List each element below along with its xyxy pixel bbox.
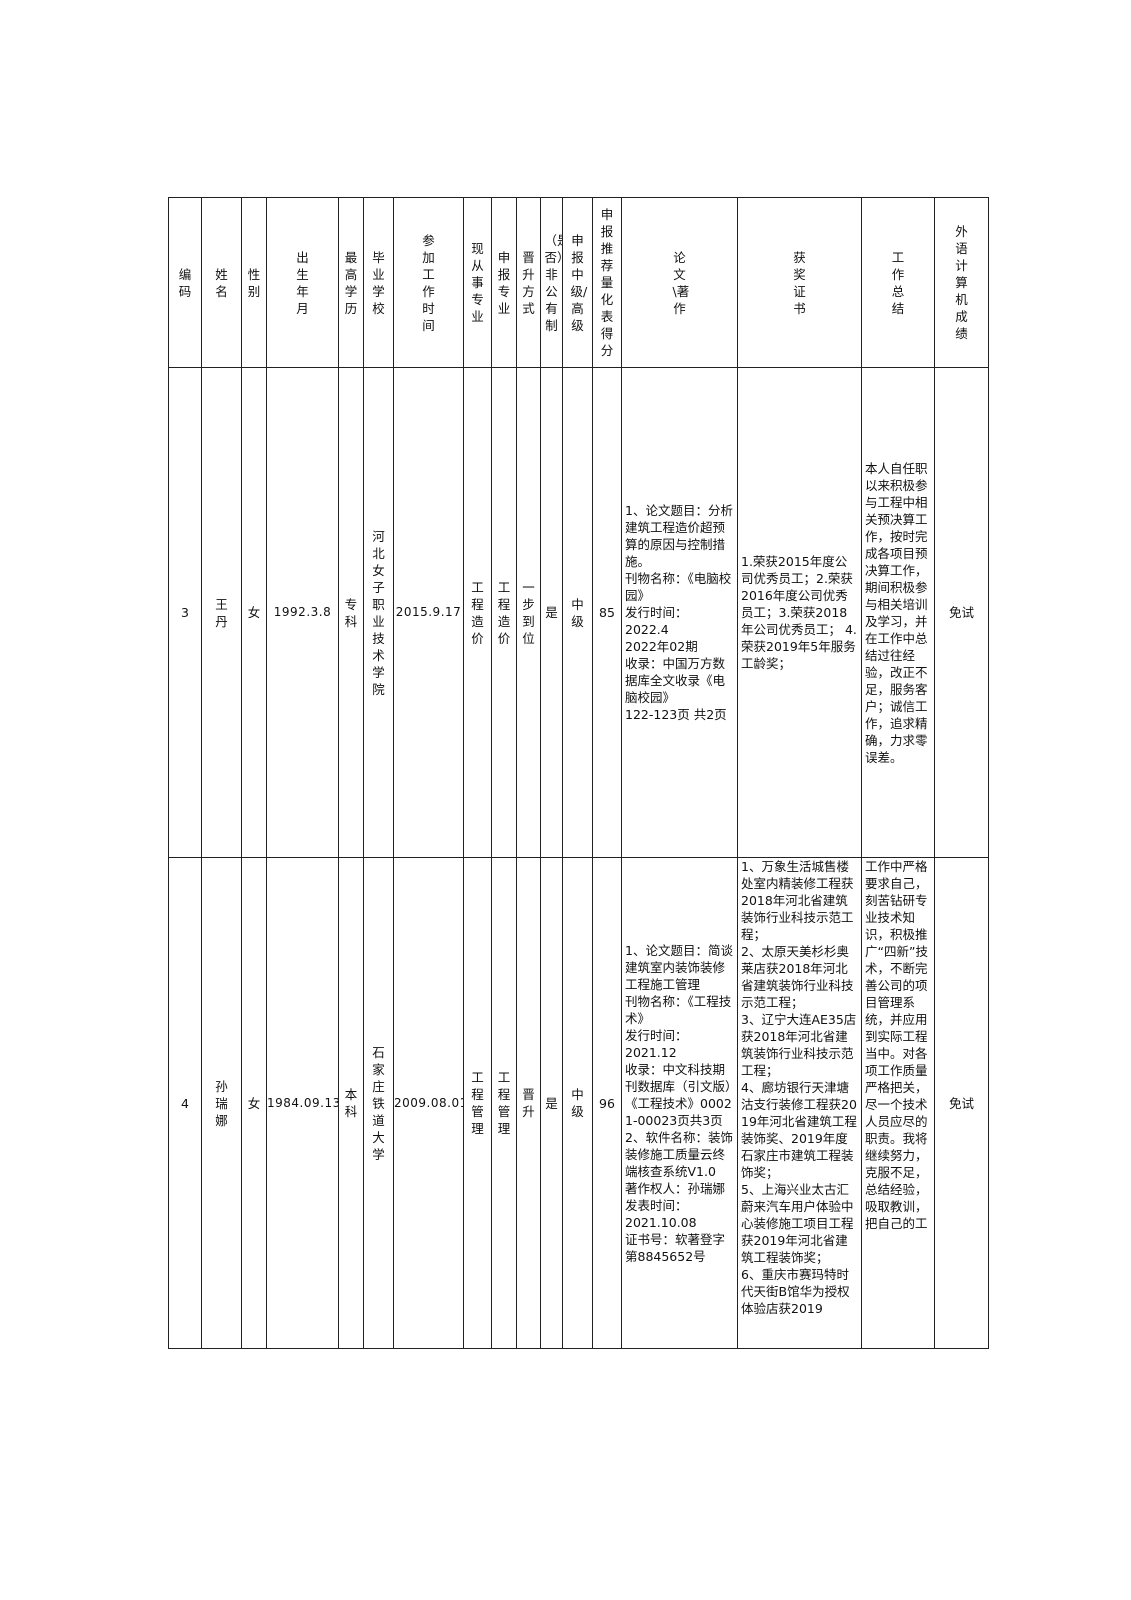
- level-text: 中级: [571, 596, 584, 629]
- level-text: 中级: [571, 1087, 584, 1119]
- education-text: 专科: [344, 596, 358, 629]
- header-label: 参加工作时间: [422, 232, 435, 333]
- header-label: 外语计算机成绩: [955, 224, 968, 341]
- table-row: 3 王丹 女 1992.3.8 专科 河北女子职业技术学院 2015.9.17 …: [168, 367, 989, 858]
- name-cell: 孙瑞娜: [201, 857, 242, 1349]
- summary-cell: 工作中严格要求自己，刻苦钻研专业技术知识，积极推广“四新”技术，不断完善公司的项…: [861, 857, 935, 1349]
- header-cell: 毕业学校: [363, 197, 394, 368]
- header-label: 晋升方式: [522, 249, 535, 316]
- apply-major-text: 工程造价: [497, 579, 511, 646]
- header-label: 工作总结: [891, 249, 905, 316]
- papers-cell: 1、论文题目：简谈建筑室内装饰装修工程施工管理 刊物名称：《工程技术》 发行时间…: [621, 857, 738, 1349]
- gender-cell: 女: [241, 857, 267, 1349]
- header-label: 申报推荐量化表得分: [600, 207, 614, 358]
- awards-cell: 1、万象生活城售楼处室内精装修工程获2018年河北省建筑装饰行业科技示范工程； …: [737, 857, 862, 1349]
- id-cell: 3: [168, 367, 202, 858]
- header-cell: 晋升方式: [516, 197, 541, 368]
- header-cell: 出生年月: [266, 197, 339, 368]
- score-cell: 96: [592, 857, 622, 1349]
- school-cell: 河北女子职业技术学院: [363, 367, 394, 858]
- name-cell: 王丹: [201, 367, 242, 858]
- header-label: 论文\著作: [672, 249, 690, 316]
- header-label: 申报专业: [497, 249, 511, 316]
- summary-cell: 本人自任职以来积极参与工程中相关预决算工作，按时完成各项目预决算工作，期间积极参…: [861, 367, 935, 858]
- current-major-cell: 工程造价: [463, 367, 492, 858]
- school-text: 河北女子职业技术学院: [372, 528, 385, 697]
- table-header-row: 编码 姓名 性别 出生年月 最高学历 毕业学校 参加工作时间 现从事专业 申报专…: [168, 197, 989, 368]
- name-text: 王丹: [215, 596, 228, 629]
- current-major-text: 工程管理: [471, 1070, 484, 1136]
- education-cell: 本科: [338, 857, 364, 1349]
- promotion-cell: 晋升: [516, 857, 541, 1349]
- education-cell: 专科: [338, 367, 364, 858]
- promotion-text: 晋升: [522, 1087, 535, 1119]
- education-text: 本科: [344, 1087, 358, 1119]
- current-major-text: 工程造价: [471, 579, 484, 646]
- summary-text: 工作中严格要求自己，刻苦钻研专业技术知识，积极推广“四新”技术，不断完善公司的项…: [865, 859, 928, 1231]
- level-cell: 中级: [562, 367, 593, 858]
- papers-text: 1、论文题目：简谈建筑室内装饰装修工程施工管理 刊物名称：《工程技术》 发行时间…: [625, 942, 733, 1264]
- header-cell: 工作总结: [861, 197, 935, 368]
- header-cell: 外语计算机成绩: [934, 197, 989, 368]
- birth-cell: 1992.3.8: [266, 367, 339, 858]
- header-label: 毕业学校: [372, 249, 385, 316]
- header-label: 编码: [178, 266, 192, 299]
- apply-major-text: 工程管理: [497, 1070, 511, 1136]
- header-label: 申报中级/高级: [570, 232, 588, 333]
- apply-major-cell: 工程造价: [491, 367, 517, 858]
- gender-cell: 女: [241, 367, 267, 858]
- school-cell: 石家庄铁道大学: [363, 857, 394, 1349]
- header-cell: 获奖证书: [737, 197, 862, 368]
- work-start-cell: 2009.08.01: [393, 857, 464, 1349]
- header-cell: 参加工作时间: [393, 197, 464, 368]
- header-label: 获奖证书: [793, 249, 806, 316]
- header-cell: 编码: [168, 197, 202, 368]
- personnel-table: 编码 姓名 性别 出生年月 最高学历 毕业学校 参加工作时间 现从事专业 申报专…: [168, 197, 989, 1349]
- birth-cell: 1984.09.13: [266, 857, 339, 1349]
- header-label: 现从事专业: [471, 241, 484, 324]
- header-label: （是/否）非公有制: [544, 232, 562, 333]
- header-label: 姓名: [215, 266, 228, 299]
- current-major-cell: 工程管理: [463, 857, 492, 1349]
- header-label: 性别: [247, 266, 261, 299]
- school-text: 石家庄铁道大学: [372, 1044, 385, 1162]
- header-cell: 申报中级/高级: [562, 197, 593, 368]
- awards-cell: 1.荣获2015年度公司优秀员工；2.荣获2016年度公司优秀员工；3.荣获20…: [737, 367, 862, 858]
- header-label: 出生年月: [296, 249, 309, 316]
- non-public-cell: 是: [540, 367, 563, 858]
- level-cell: 中级: [562, 857, 593, 1349]
- table-row: 4 孙瑞娜 女 1984.09.13 本科 石家庄铁道大学 2009.08.01…: [168, 857, 989, 1349]
- header-label: 最高学历: [344, 249, 358, 316]
- score-cell: 85: [592, 367, 622, 858]
- promotion-cell: 一步到位: [516, 367, 541, 858]
- id-cell: 4: [168, 857, 202, 1349]
- header-cell: 申报专业: [491, 197, 517, 368]
- header-cell: 现从事专业: [463, 197, 492, 368]
- exam-cell: 免试: [934, 857, 989, 1349]
- header-cell: 性别: [241, 197, 267, 368]
- name-text: 孙瑞娜: [215, 1078, 228, 1128]
- header-cell: 最高学历: [338, 197, 364, 368]
- exam-cell: 免试: [934, 367, 989, 858]
- awards-text: 1、万象生活城售楼处室内精装修工程获2018年河北省建筑装饰行业科技示范工程； …: [741, 859, 857, 1316]
- promotion-text: 一步到位: [522, 579, 535, 646]
- header-cell: 姓名: [201, 197, 242, 368]
- non-public-cell: 是: [540, 857, 563, 1349]
- header-cell: 论文\著作: [621, 197, 738, 368]
- header-cell: （是/否）非公有制: [540, 197, 563, 368]
- papers-cell: 1、论文题目：分析建筑工程造价超预算的原因与控制措施。 刊物名称：《电脑校园》 …: [621, 367, 738, 858]
- apply-major-cell: 工程管理: [491, 857, 517, 1349]
- header-cell: 申报推荐量化表得分: [592, 197, 622, 368]
- work-start-cell: 2015.9.17: [393, 367, 464, 858]
